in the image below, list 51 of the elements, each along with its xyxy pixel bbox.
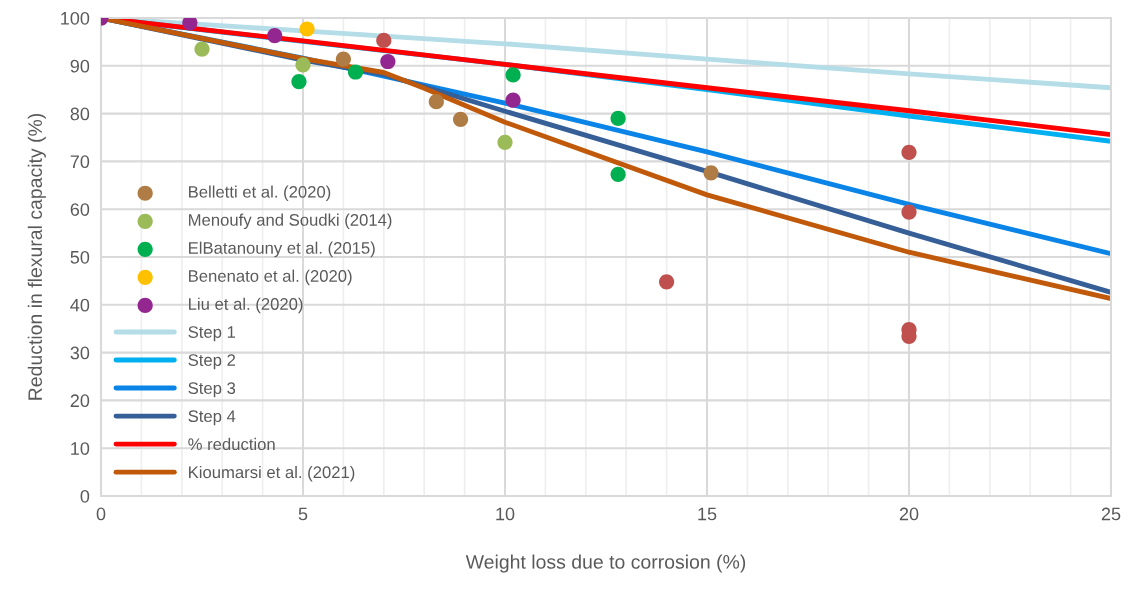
point — [299, 21, 315, 37]
legend-label: Step 3 — [188, 382, 236, 398]
point — [194, 41, 210, 57]
legend-label: Menoufy and Soudki (2014) — [189, 213, 392, 230]
point — [901, 144, 917, 160]
point — [658, 274, 675, 290]
y-tick-label: 70 — [70, 155, 90, 169]
x-tick-label: 15 — [698, 507, 717, 521]
point — [703, 165, 719, 181]
point — [610, 166, 626, 182]
point — [376, 32, 392, 49]
y-tick-label: 0 — [80, 489, 90, 503]
point — [380, 53, 396, 70]
x-tick-label: 20 — [899, 507, 919, 521]
point — [610, 110, 626, 126]
legend-label: Belletti et al. (2020) — [189, 185, 331, 202]
x-axis-title: Weight loss due to corrosion (%) — [465, 554, 746, 573]
y-tick-label: 60 — [70, 203, 90, 216]
x-tick-label: 5 — [298, 507, 308, 521]
point — [335, 51, 352, 67]
legend-label: Liu et al. (2020) — [189, 297, 303, 314]
y-tick-label: 50 — [70, 250, 90, 264]
point — [267, 28, 283, 44]
point — [452, 111, 469, 127]
legend-label: Step 4 — [188, 410, 236, 426]
point — [347, 64, 364, 80]
x-tick-label: 0 — [96, 507, 106, 521]
point — [497, 134, 513, 150]
y-tick-label: 100 — [61, 11, 90, 25]
legend-label: Benenato et al. (2020) — [189, 269, 352, 286]
point — [505, 67, 521, 83]
point — [182, 18, 198, 31]
x-tick-label: 25 — [1101, 507, 1121, 521]
y-tick-label: 40 — [70, 298, 90, 312]
point — [291, 73, 307, 90]
y-axis-title: Reduction in flexural capacity (%) — [27, 113, 46, 400]
legend-label: Step 1 — [188, 326, 236, 342]
y-tick-label: 80 — [70, 107, 90, 121]
legend-label: Kioumarsi et al. (2021) — [189, 465, 355, 482]
point — [505, 92, 521, 108]
legend-label: ElBatanouny et al. (2015) — [189, 241, 375, 258]
legend-label: Step 2 — [188, 354, 236, 370]
y-tick-label: 20 — [70, 394, 90, 408]
y-tick-label: 30 — [70, 346, 90, 360]
point — [901, 204, 917, 220]
legend-label: % reduction — [188, 437, 275, 451]
point — [295, 57, 311, 73]
y-tick-label: 90 — [70, 59, 90, 73]
x-tick-label: 10 — [496, 507, 515, 521]
y-tick-label: 10 — [71, 442, 90, 455]
point — [428, 94, 444, 110]
